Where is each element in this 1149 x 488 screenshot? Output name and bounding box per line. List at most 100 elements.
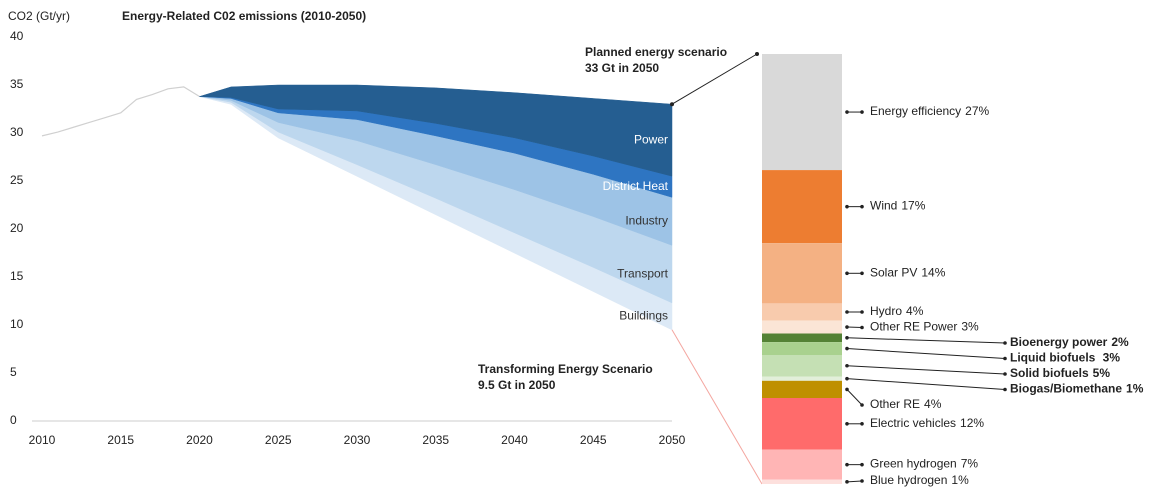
leader-line (846, 389, 863, 406)
segment-name: Liquid biofuels (1010, 351, 1099, 365)
connector-dot (755, 52, 759, 56)
leader-dot (860, 271, 864, 276)
connector (671, 53, 758, 105)
leader-dot (860, 462, 864, 467)
y-tick-label: 40 (10, 29, 24, 43)
segment-label: Biogas/Biomethane 1% (1010, 382, 1144, 396)
x-tick-label: 2050 (659, 433, 686, 447)
bar-segment (762, 342, 842, 355)
segment-value-label: 5% (1093, 366, 1111, 380)
segment-name: Other RE Power (870, 320, 957, 334)
y-tick-label: 25 (10, 173, 24, 187)
leader-dot (860, 325, 864, 330)
leader-dot (1003, 356, 1007, 361)
y-tick-label: 15 (10, 269, 24, 283)
y-tick-label: 0 (10, 413, 17, 427)
segment-label: Other RE Power 3% (870, 320, 979, 334)
segment-label: Other RE 4% (870, 397, 942, 411)
segment-name: Solar PV (870, 265, 917, 279)
leader-dot (1003, 387, 1007, 392)
leader-dot (1003, 341, 1007, 345)
bar-segment (762, 54, 842, 171)
segment-name: Bioenergy power (1010, 335, 1108, 349)
leader-dot (860, 310, 864, 314)
bar-segment (762, 398, 842, 450)
x-tick-label: 2040 (501, 433, 528, 447)
annotation: 9.5 Gt in 2050 (478, 378, 556, 392)
leader-line (846, 365, 1006, 375)
segment-value-label: 3% (961, 320, 979, 334)
segment-value-label: 12% (960, 416, 984, 430)
segment-label: Liquid biofuels 3% (1010, 351, 1120, 365)
leader-line (846, 337, 1006, 344)
segment-name: Hydro (870, 304, 902, 318)
segment-name: Biogas/Biomethane (1010, 382, 1122, 396)
segment-value-label: 7% (961, 457, 979, 471)
bar-segment (762, 170, 842, 244)
leader-dot (860, 479, 864, 483)
leader-line (846, 348, 1006, 359)
chart-title: Energy-Related C02 emissions (2010-2050) (122, 9, 366, 23)
connector (671, 329, 763, 485)
segment-value-label: 14% (921, 265, 945, 279)
bar-segment (762, 303, 842, 321)
leader-dot (860, 204, 864, 209)
segment-label: Wind 17% (870, 199, 926, 213)
segment-name: Solid biofuels (1010, 366, 1089, 380)
x-tick-label: 2010 (29, 433, 56, 447)
segment-label: Solid biofuels 5% (1010, 366, 1110, 380)
segment-name: Green hydrogen (870, 457, 957, 471)
area-label: District Heat (603, 179, 669, 193)
segment-name: Blue hydrogen (870, 473, 947, 487)
leader-dot (845, 480, 849, 484)
segment-label: Hydro 4% (870, 304, 924, 318)
bar-segment (762, 380, 842, 398)
leader-dot (860, 110, 864, 114)
leader-dot (1003, 372, 1007, 376)
segment-name: Electric vehicles (870, 416, 956, 430)
bar-segment (762, 333, 842, 343)
area-label: Transport (617, 266, 669, 280)
segment-label: Energy efficiency 27% (870, 104, 990, 118)
y-tick-label: 5 (10, 365, 17, 379)
leader-dot (860, 422, 864, 426)
segment-value-label: 3% (1103, 351, 1121, 365)
y-tick-label: 30 (10, 125, 24, 139)
bar-segment (762, 479, 842, 484)
segment-value-label: 4% (906, 304, 924, 318)
segment-value-label: 17% (901, 199, 925, 213)
bar-segment (762, 320, 842, 334)
annotation: 33 Gt in 2050 (585, 61, 659, 75)
annotation: Transforming Energy Scenario (478, 362, 653, 376)
y-tick-label: 20 (10, 221, 24, 235)
y-tick-label: 10 (10, 317, 24, 331)
bar-segment (762, 355, 842, 377)
segment-value-label: 27% (965, 104, 989, 118)
area-label: Power (634, 132, 668, 146)
bar-segment (762, 376, 842, 381)
x-tick-label: 2025 (265, 433, 292, 447)
bar-segment (762, 449, 842, 480)
segment-label: Green hydrogen 7% (870, 457, 978, 471)
segment-value-label: 4% (924, 397, 942, 411)
segment-name: Other RE (870, 397, 920, 411)
annotation: Planned energy scenario (585, 45, 727, 59)
area (199, 84, 673, 177)
y-tick-label: 35 (10, 77, 24, 91)
x-tick-label: 2045 (580, 433, 607, 447)
connector-dot (670, 102, 674, 107)
segment-value-label: 1% (1126, 382, 1144, 396)
x-tick-label: 2015 (107, 433, 134, 447)
x-tick-label: 2020 (186, 433, 213, 447)
segment-value-label: 1% (951, 473, 969, 487)
segment-name: Wind (870, 199, 897, 213)
leader-line (846, 378, 1006, 390)
segment-value-label: 2% (1111, 335, 1129, 349)
segment-label: Electric vehicles 12% (870, 416, 984, 430)
segment-label: Blue hydrogen 1% (870, 473, 969, 487)
area-label: Industry (625, 213, 668, 227)
segment-label: Bioenergy power 2% (1010, 335, 1129, 349)
segment-label: Solar PV 14% (870, 265, 946, 279)
x-tick-label: 2030 (344, 433, 371, 447)
